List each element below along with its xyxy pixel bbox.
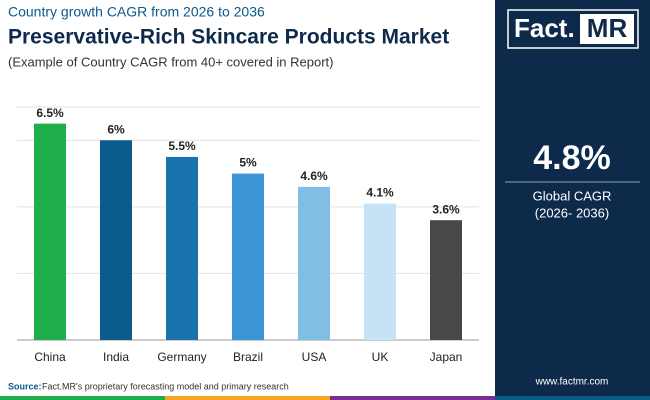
website: www.factmr.com [535,377,609,388]
x-tick-label: Germany [157,350,206,364]
summary-value: 4.8% [533,139,611,177]
bar [166,156,198,340]
kicker: Country growth CAGR from 2026 to 2036 [8,4,265,20]
value-label: 6% [107,122,125,136]
x-tick-label: Japan [430,350,463,364]
x-tick-label: USA [302,350,327,364]
x-tick-label: UK [372,350,389,364]
source: Fact.MR's proprietary forecasting model … [42,381,289,391]
summary-period: (2026- 2036) [535,205,609,220]
value-label: 4.1% [366,186,394,200]
strip [165,396,330,400]
subtitle: (Example of Country CAGR from 40+ covere… [8,54,334,69]
x-tick-label: China [34,350,66,364]
strip [495,396,650,400]
chart-title: Preservative-Rich Skincare Products Mark… [8,26,449,49]
value-label: 3.6% [432,202,460,216]
logo-text: Fact. [514,13,575,43]
value-label: 5.5% [168,139,196,153]
logo-text: MR [587,13,628,43]
strip [330,396,495,400]
value-label: 5% [239,156,257,170]
side-panel [495,0,650,400]
source-label: Source: [8,381,42,391]
bar [364,203,396,340]
bar [100,140,132,340]
bar [298,186,330,340]
strip [0,396,165,400]
logo-frame [507,9,639,49]
bar [232,173,264,340]
summary-label: Global CAGR [533,188,612,203]
x-tick-label: India [103,350,129,364]
bar [430,220,462,340]
x-tick-label: Brazil [233,350,263,364]
value-label: 6.5% [36,106,64,120]
value-label: 4.6% [300,169,328,183]
logo-box [580,14,634,44]
bar [34,123,66,341]
